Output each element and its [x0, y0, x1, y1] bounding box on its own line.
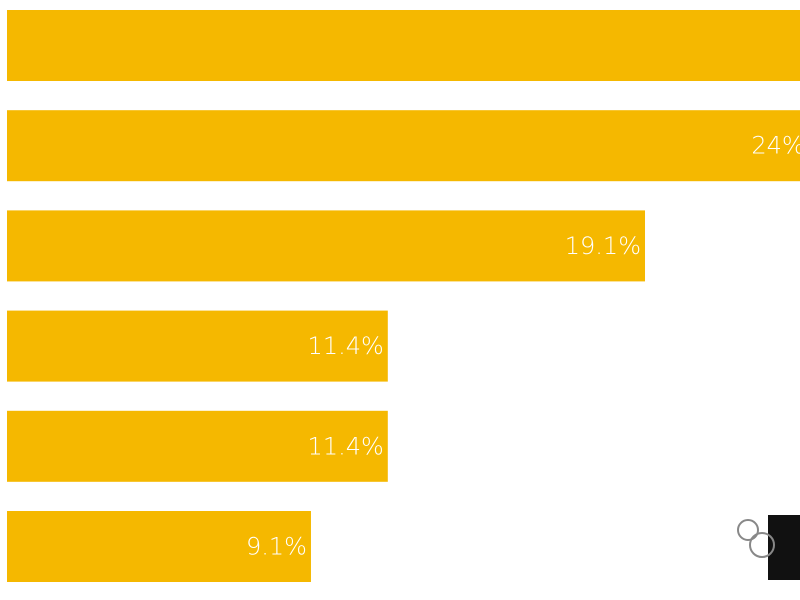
- watermark-icon: [749, 532, 775, 558]
- bar: [7, 511, 311, 582]
- bar: [7, 310, 388, 382]
- value-label: 19.1%: [565, 232, 641, 260]
- bar: [7, 110, 800, 182]
- bar: [7, 210, 646, 282]
- watermark: [737, 515, 800, 580]
- value-label: 11.4%: [308, 332, 384, 360]
- watermark-icon: [737, 519, 759, 541]
- bar: [7, 410, 388, 482]
- bar: [7, 10, 800, 81]
- value-label: 11.4%: [308, 432, 384, 460]
- value-label: 24%: [751, 132, 800, 160]
- value-label: 9.1%: [246, 533, 307, 561]
